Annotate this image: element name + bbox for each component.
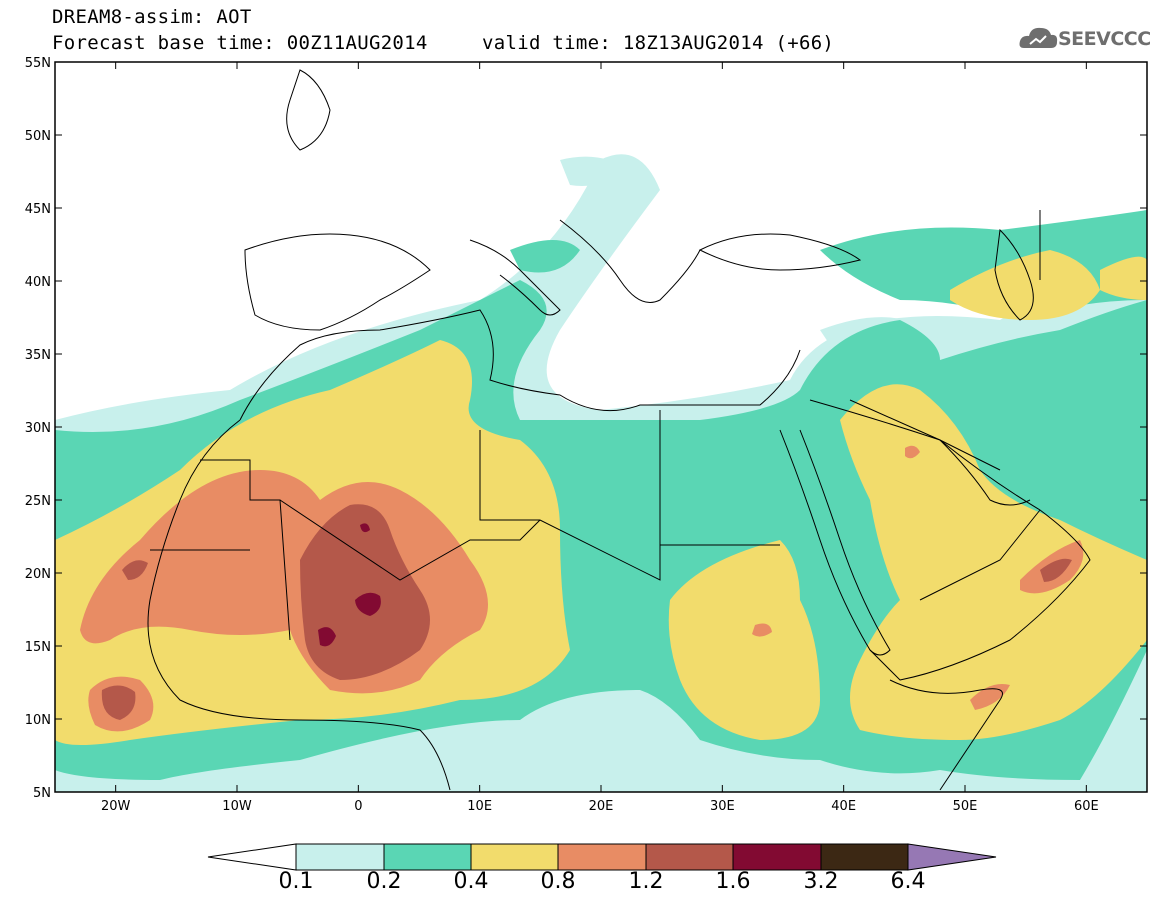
logo-text: SEEVCCC: [1058, 28, 1151, 50]
lon-label: 30E: [710, 799, 735, 814]
colorbar-level-label: 1.2: [628, 869, 664, 894]
forecast-base-time: Forecast base time: 00Z11AUG2014: [52, 32, 428, 54]
lat-label: 10N: [25, 713, 51, 728]
cloud-logo-icon: [1019, 27, 1058, 48]
lon-label: 20E: [589, 799, 614, 814]
lat-label: 45N: [25, 202, 51, 217]
aot-field: [55, 62, 1147, 792]
longitude-axis: 20W 10W 0 10E 20E 30E 40E 50E 60E: [101, 62, 1099, 814]
lon-label: 40E: [831, 799, 856, 814]
colorbar-level-label: 1.6: [715, 869, 751, 894]
colorbar-level-label: 0.4: [453, 869, 489, 894]
lat-label: 5N: [33, 786, 51, 801]
lat-label: 15N: [25, 640, 51, 655]
lon-label: 20W: [101, 799, 131, 814]
colorbar-level-label: 0.8: [540, 869, 576, 894]
lat-label: 20N: [25, 567, 51, 582]
lon-label: 10W: [222, 799, 252, 814]
colorbar-level-label: 3.2: [803, 869, 839, 894]
latitude-axis: 55N 50N 45N 40N 35N 30N 25N 20N 15N 10N 5N: [25, 56, 1147, 801]
lat-label: 40N: [25, 275, 51, 290]
map-title: DREAM8-assim: AOT: [52, 6, 252, 28]
lat-label: 55N: [25, 56, 51, 71]
lat-label: 50N: [25, 129, 51, 144]
lon-label: 0: [354, 799, 362, 814]
lon-label: 50E: [953, 799, 978, 814]
lat-label: 35N: [25, 348, 51, 363]
aot-map: 55N 50N 45N 40N 35N 30N 25N 20N 15N 10N 5N 20W 10W 0…: [25, 56, 1148, 814]
lon-label: 10E: [467, 799, 492, 814]
aot-level-1.6: [318, 523, 381, 647]
coastlines: [147, 69, 1091, 791]
colorbar-level-label: 0.2: [366, 869, 402, 894]
lat-label: 25N: [25, 494, 51, 509]
colorbar-level-label: 6.4: [890, 869, 926, 894]
lat-label: 30N: [25, 421, 51, 436]
valid-time: valid time: 18Z13AUG2014 (+66): [482, 32, 835, 54]
colorbar-level-label: 0.1: [278, 869, 314, 894]
lon-label: 60E: [1074, 799, 1099, 814]
